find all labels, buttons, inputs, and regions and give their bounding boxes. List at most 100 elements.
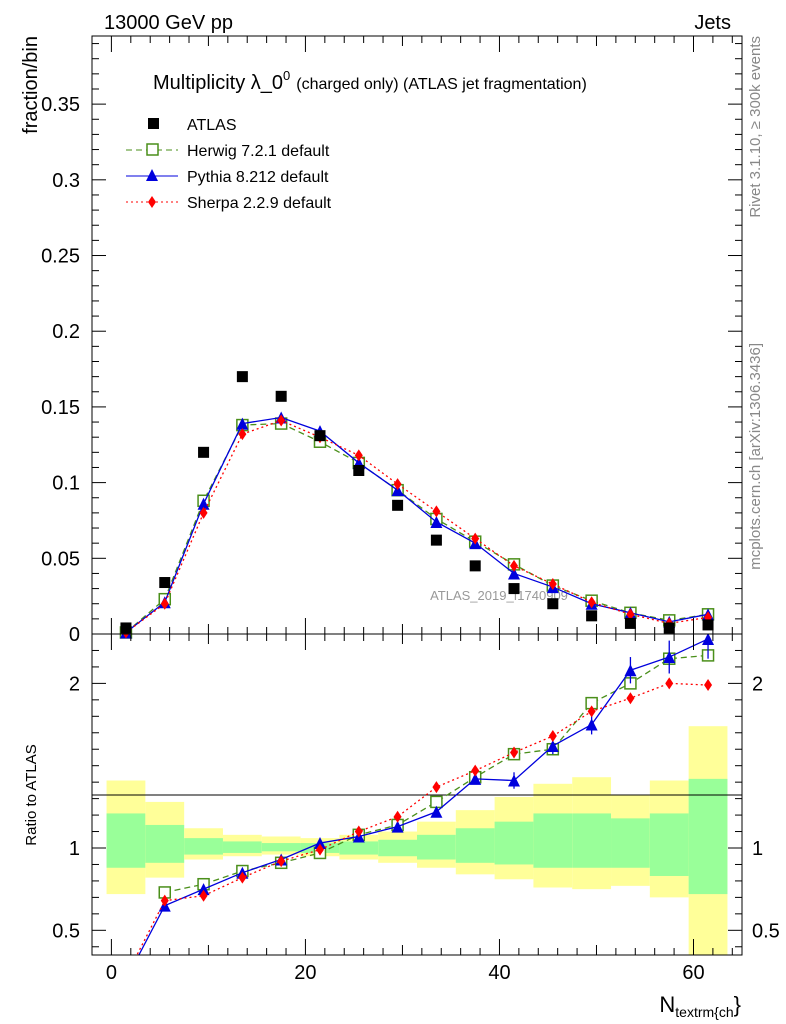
legend-herwig-label: Herwig 7.2.1 default — [187, 143, 330, 160]
green-band-bin — [455, 828, 495, 863]
green-band-bin — [611, 818, 650, 868]
main-series-group — [119, 411, 715, 639]
analysis-watermark: ATLAS_2019_I1740909 — [430, 588, 568, 603]
green-band-bin — [688, 778, 728, 895]
ratio-tick-label-right: 1 — [752, 838, 763, 860]
x-axis-label-main: N — [659, 992, 675, 1017]
series-point-2 — [471, 532, 480, 545]
y-tick-label: 0.25 — [41, 246, 80, 268]
y-tick-label: 0.35 — [41, 94, 80, 116]
green-band-bin — [184, 838, 223, 855]
green-band-bin — [649, 813, 689, 876]
series-point-2 — [238, 428, 247, 441]
legend-herwig-marker — [146, 143, 159, 156]
rivet-label: Rivet 3.1.10, ≥ 300k events — [747, 36, 764, 218]
ratio-point-1 — [585, 718, 598, 731]
ratio-point-2 — [393, 810, 402, 823]
series-point-2 — [393, 478, 402, 491]
atlas-point — [314, 430, 326, 442]
series-point-2 — [199, 506, 208, 519]
atlas-point — [469, 560, 481, 572]
atlas-point — [624, 617, 636, 629]
ratio-panel: 0.5 0.5 1 1 2 2 0 20 40 60 — [52, 633, 780, 984]
legend-sherpa-marker — [148, 196, 156, 208]
y-tick-label: 0.1 — [52, 473, 80, 495]
atlas-point — [702, 619, 714, 631]
atlas-point — [353, 464, 365, 476]
series-point-2 — [510, 559, 519, 572]
series-point-2 — [277, 414, 286, 427]
ratio-point-2 — [432, 781, 441, 794]
series-point-2 — [626, 608, 635, 621]
header-energy: 13000 GeV pp — [104, 12, 233, 34]
ratio-x-ticks: 0 20 40 60 — [106, 634, 733, 984]
green-band-bin — [572, 813, 612, 868]
ratio-point-0 — [430, 795, 443, 809]
ratio-tick-label: 1 — [69, 838, 80, 860]
y-tick-label: 0.05 — [41, 548, 80, 570]
x-axis-label-close: } — [734, 992, 741, 1017]
ratio-point-1 — [469, 772, 482, 785]
green-band-bin — [417, 834, 456, 860]
series-point-2 — [548, 578, 557, 591]
x-tick-label: 20 — [294, 962, 316, 984]
ratio-point-2 — [587, 705, 596, 718]
ratio-point-1 — [624, 664, 637, 677]
ratio-tick-label-right: 2 — [752, 673, 763, 695]
x-tick-label: 60 — [682, 962, 704, 984]
green-band-bin — [222, 841, 262, 853]
mcplots-label: mcplots.cern.ch [arXiv:1306.3436] — [747, 343, 764, 570]
header-category: Jets — [694, 12, 731, 34]
atlas-point — [430, 534, 442, 546]
ratio-point-1 — [702, 634, 715, 645]
chart-title-main: Multiplicity λ_0 — [153, 72, 283, 94]
green-band-bin — [145, 824, 185, 863]
series-point-2 — [160, 597, 169, 610]
atlas-point — [663, 622, 675, 634]
series-point-2 — [432, 505, 441, 518]
ratio-point-2 — [548, 730, 557, 743]
ratio-point-1 — [391, 820, 404, 833]
atlas-point — [236, 371, 248, 383]
ratio-point-2 — [354, 825, 363, 838]
ratio-line-2 — [136, 682, 709, 955]
series-point-1 — [508, 567, 521, 580]
x-tick-label: 0 — [106, 962, 117, 984]
ratio-point-2 — [626, 692, 635, 705]
atlas-point — [159, 577, 171, 589]
ratio-point-1 — [663, 651, 676, 664]
ratio-point-2 — [315, 843, 324, 856]
chart-title-rest: (charged only) (ATLAS jet fragmentation) — [296, 76, 587, 93]
series-line-0 — [125, 422, 709, 633]
series-line-1 — [125, 416, 709, 633]
atlas-point — [120, 622, 132, 634]
ratio-series-group — [136, 634, 715, 955]
chart-title: Multiplicity λ_00 (charged only) (ATLAS j… — [153, 68, 587, 94]
green-band-bin — [261, 843, 301, 852]
x-tick-label: 40 — [488, 962, 510, 984]
legend: ATLAS Herwig 7.2.1 default Pythia 8.212 … — [126, 117, 332, 212]
ratio-point-2 — [160, 894, 169, 907]
ratio-y-ticks: 0.5 0.5 1 1 2 2 — [52, 649, 780, 948]
legend-pythia-label: Pythia 8.212 default — [187, 169, 329, 186]
series-point-2 — [587, 596, 596, 609]
atlas-point — [586, 610, 598, 622]
ratio-y-axis-label: Ratio to ATLAS — [23, 744, 40, 845]
ratio-point-2 — [471, 764, 480, 777]
series-point-1 — [197, 497, 210, 510]
atlas-point — [392, 499, 404, 511]
ratio-point-1 — [313, 837, 326, 850]
ratio-point-1 — [197, 883, 210, 896]
main-panel: 0 0.05 0.1 0.15 0.2 0.25 0.3 0.35 ATLAS_2019_I1… — [41, 35, 743, 646]
series-point-1 — [430, 515, 443, 528]
ratio-point-2 — [704, 679, 713, 692]
ratio-frame — [91, 633, 743, 956]
ratio-point-1 — [508, 774, 521, 787]
series-point-2 — [354, 449, 363, 462]
ratio-point-1 — [546, 739, 559, 752]
ratio-point-2 — [665, 677, 674, 690]
series-point-1 — [391, 484, 404, 497]
green-band-bin — [494, 821, 534, 865]
atlas-point — [275, 390, 287, 402]
